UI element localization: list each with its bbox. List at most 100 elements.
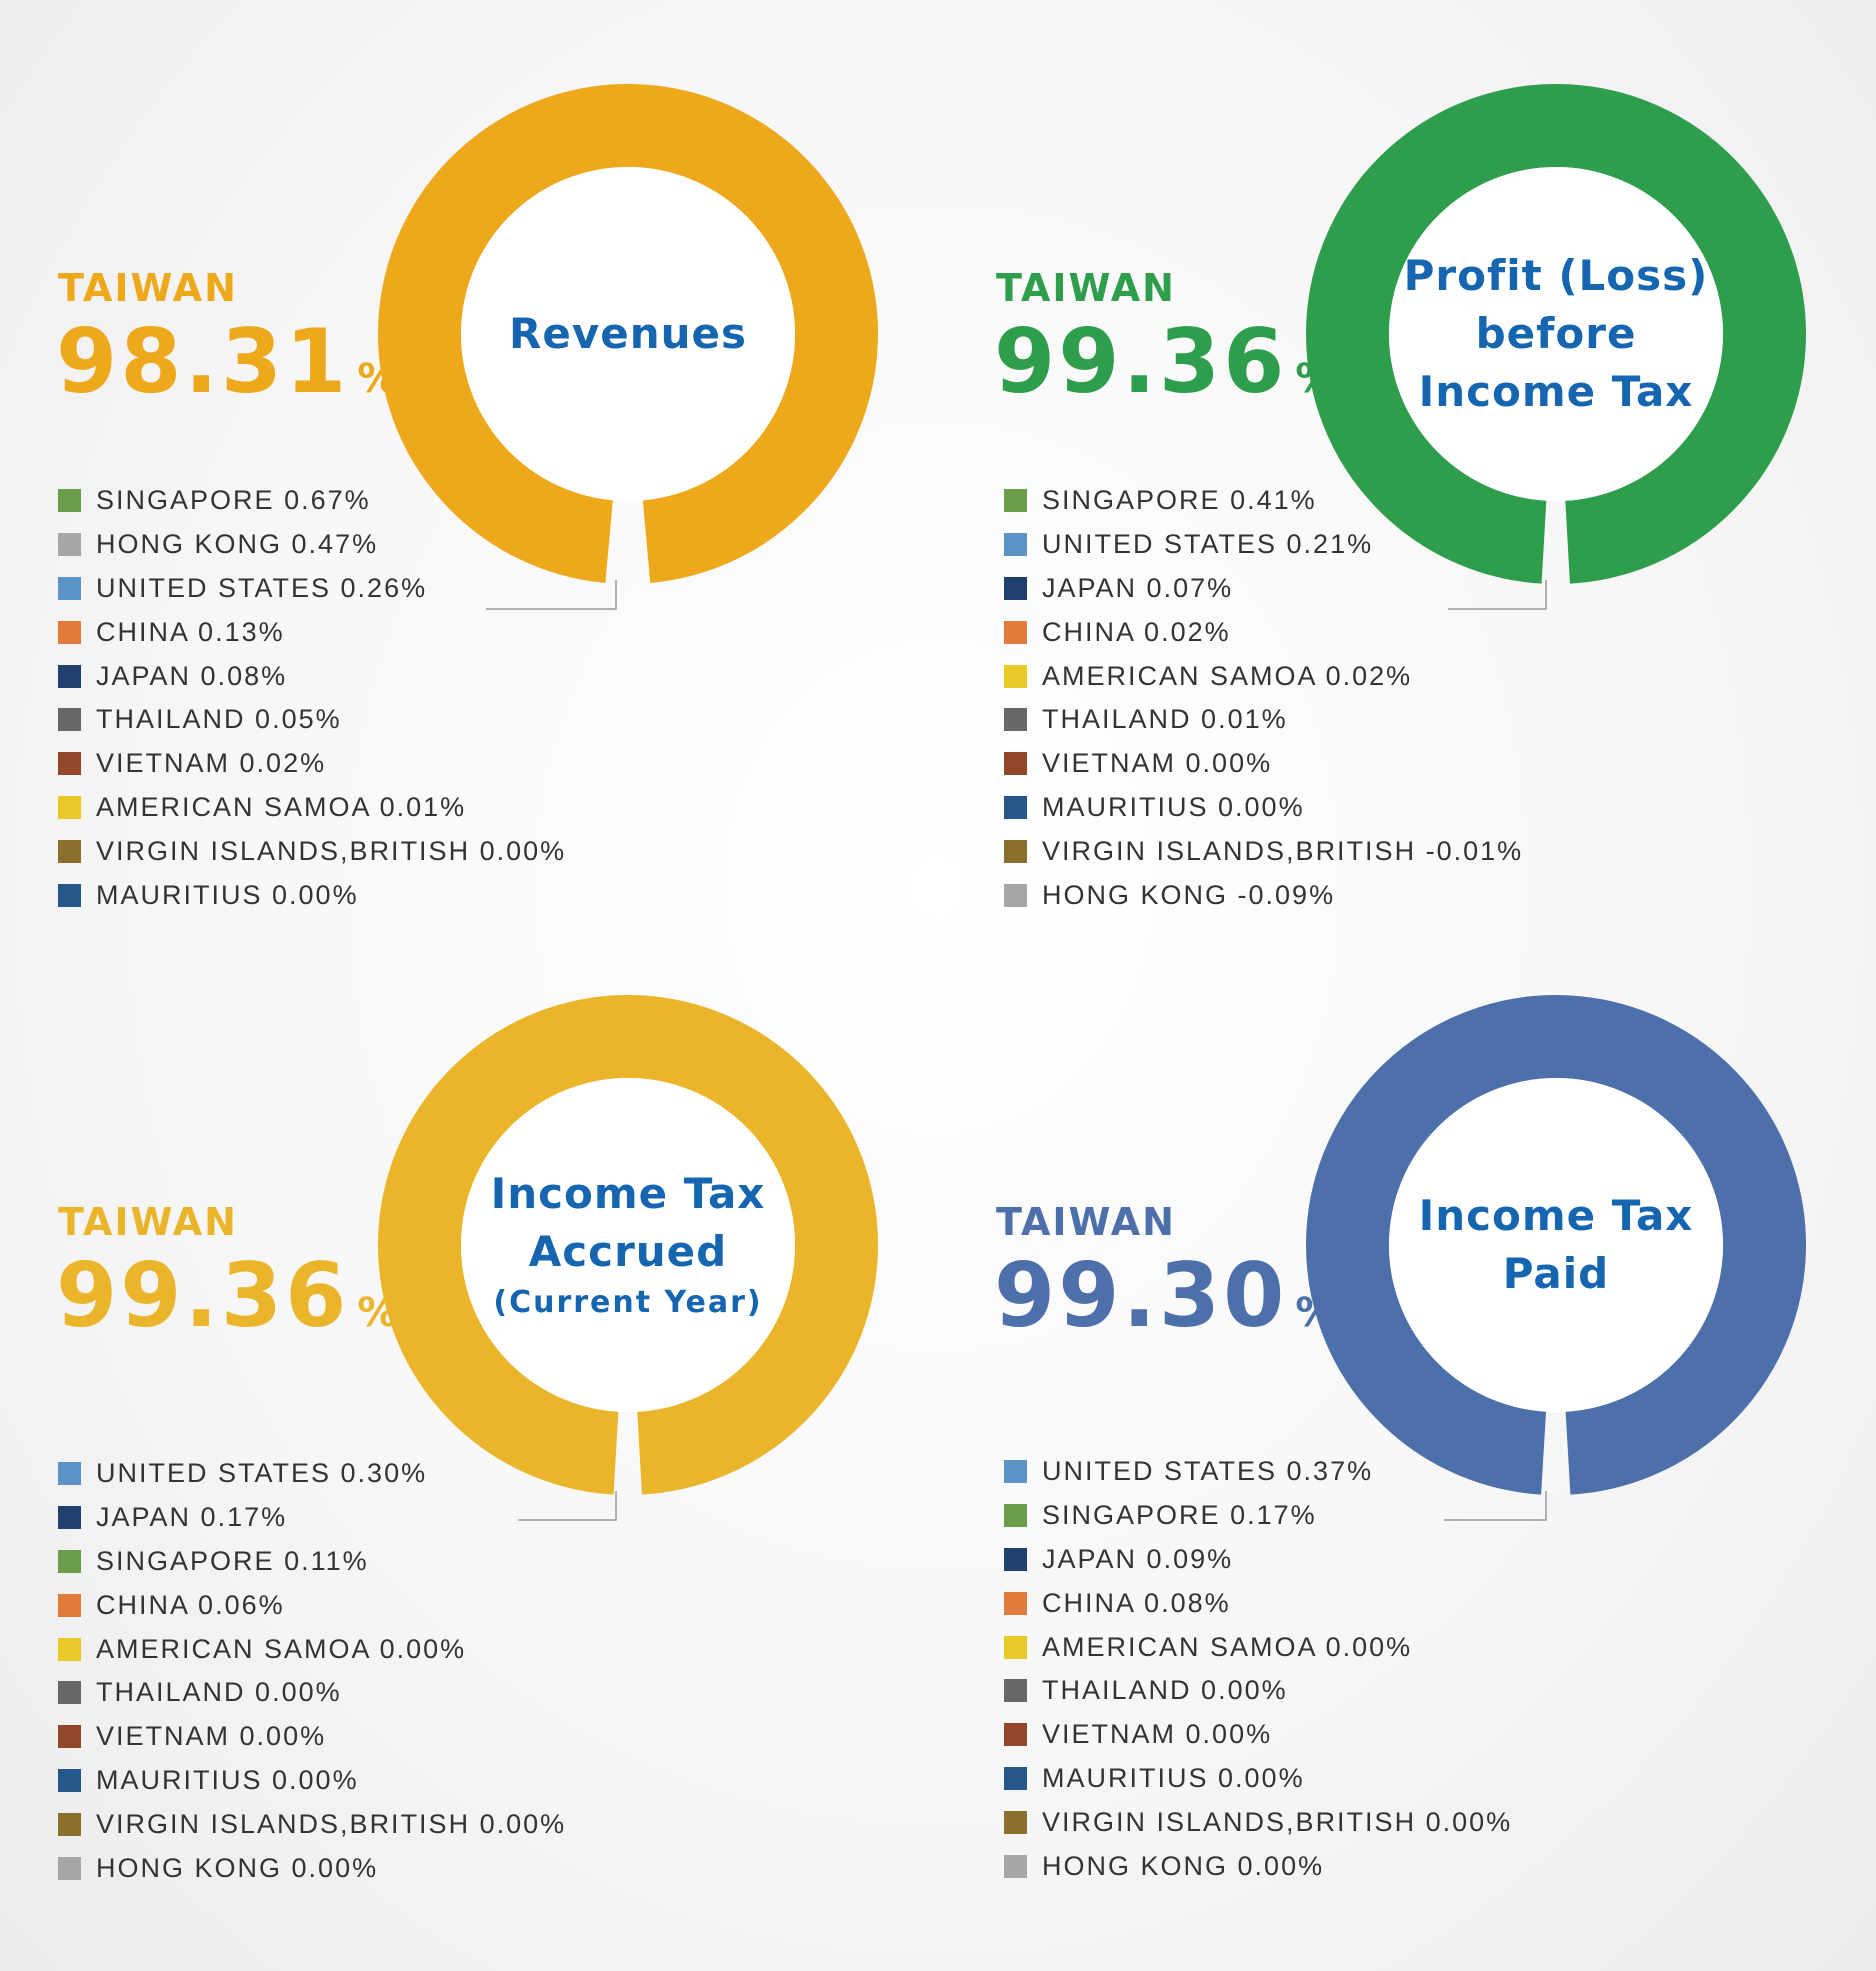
legend-label: VIRGIN ISLANDS,BRITISH 0.00%	[96, 1809, 566, 1840]
legend-swatch	[58, 795, 81, 819]
donut-chart	[378, 84, 878, 610]
legend-value: 0.17%	[200, 1502, 288, 1533]
legend-value: 0.02%	[1325, 660, 1413, 691]
donut-center	[1389, 1078, 1723, 1412]
legend-value: 0.00%	[379, 1633, 467, 1664]
legend-country: UNITED STATES	[1042, 1456, 1278, 1487]
legend: UNITED STATES 0.30% JAPAN 0.17% SINGAPORE …	[58, 1452, 566, 1890]
legend-item-mauritius: MAURITIUS 0.00%	[58, 1759, 566, 1803]
legend-item-united-states: UNITED STATES 0.30%	[58, 1452, 566, 1496]
primary-unit: %	[1295, 1290, 1336, 1336]
legend-item-vietnam: VIETNAM 0.00%	[1004, 742, 1523, 786]
legend-label: JAPAN 0.07%	[1042, 573, 1233, 604]
legend-value: 0.13%	[198, 616, 285, 647]
legend-swatch	[1004, 1547, 1027, 1571]
legend-value: 0.00%	[1218, 791, 1305, 822]
legend-label: CHINA 0.08%	[1042, 1588, 1231, 1619]
legend-swatch	[58, 1549, 81, 1573]
legend-country: VIRGIN ISLANDS,BRITISH	[1042, 1806, 1417, 1837]
legend-label: SINGAPORE 0.17%	[1042, 1500, 1317, 1531]
legend-value: 0.00%	[1185, 748, 1273, 779]
legend-label: UNITED STATES 0.37%	[1042, 1456, 1373, 1487]
chart-panel-profit-loss-before-income-tax: Profit (Loss) before Income Tax TAIWAN 99.36…	[938, 0, 1876, 930]
legend-swatch	[58, 620, 81, 644]
legend-swatch	[58, 1506, 81, 1530]
legend-swatch	[1004, 576, 1027, 600]
legend-label: VIETNAM 0.00%	[96, 1721, 326, 1752]
legend-label: SINGAPORE 0.41%	[1042, 485, 1317, 516]
legend-swatch	[58, 839, 81, 863]
leader-line	[1448, 580, 1547, 610]
legend-item-japan: JAPAN 0.17%	[58, 1496, 566, 1540]
legend-item-japan: JAPAN 0.09%	[1004, 1538, 1512, 1582]
legend-country: JAPAN	[1042, 1543, 1138, 1574]
legend-value: 0.67%	[284, 485, 371, 516]
legend-country: AMERICAN SAMOA	[96, 791, 371, 822]
legend-swatch	[1004, 1504, 1027, 1528]
legend-label: VIETNAM 0.02%	[96, 748, 326, 779]
legend-swatch	[1004, 1460, 1027, 1484]
donut-chart	[1306, 83, 1806, 610]
legend-swatch	[1004, 708, 1027, 732]
legend-country: SINGAPORE	[1042, 485, 1221, 516]
legend-value: 0.01%	[379, 791, 467, 822]
legend-item-vietnam: VIETNAM 0.02%	[58, 742, 566, 786]
legend-country: VIRGIN ISLANDS,BRITISH	[1042, 835, 1417, 866]
legend-value: 0.00%	[1237, 1850, 1325, 1881]
legend-swatch	[58, 489, 81, 513]
chart-title: Revenues	[461, 167, 795, 501]
chart-title-line: Income Tax	[1418, 367, 1694, 416]
primary-country-label: TAIWAN	[58, 266, 238, 310]
legend-swatch	[58, 533, 81, 557]
legend-label: JAPAN 0.17%	[96, 1502, 287, 1533]
legend-label: VIETNAM 0.00%	[1042, 1719, 1272, 1750]
legend-country: HONG KONG	[96, 529, 283, 560]
legend-swatch	[1004, 839, 1027, 863]
legend-item-virgin-islands-british: VIRGIN ISLANDS,BRITISH 0.00%	[58, 1802, 566, 1846]
legend-label: MAURITIUS 0.00%	[96, 1765, 359, 1796]
legend-item-vietnam: VIETNAM 0.00%	[58, 1715, 566, 1759]
legend-item-american-samoa: AMERICAN SAMOA 0.02%	[1004, 654, 1523, 698]
legend-value: 0.00%	[479, 835, 567, 866]
chart-title-line: Profit (Loss)	[1403, 251, 1709, 300]
legend-label: VIRGIN ISLANDS,BRITISH 0.00%	[1042, 1807, 1512, 1838]
legend-country: MAURITIUS	[96, 879, 263, 910]
legend-country: THAILAND	[1042, 1675, 1192, 1706]
primary-value: 98.31	[56, 310, 350, 413]
legend-value: 0.00%	[1425, 1806, 1513, 1837]
legend-item-singapore: SINGAPORE 0.67%	[58, 479, 566, 523]
legend-value: 0.00%	[291, 1852, 379, 1883]
legend-swatch	[58, 1462, 81, 1486]
legend-country: JAPAN	[1042, 572, 1138, 603]
legend-country: THAILAND	[96, 704, 246, 735]
chart-panel-revenues: Revenues TAIWAN 98.31% SINGAPORE 0.67% HONG …	[0, 0, 938, 930]
legend-value: -0.09%	[1237, 879, 1336, 910]
legend-label: VIETNAM 0.00%	[1042, 748, 1272, 779]
legend-swatch	[1004, 533, 1027, 557]
chart-title: Income Tax Paid	[1389, 1078, 1723, 1412]
legend-item-hong-kong: HONG KONG -0.09%	[1004, 873, 1523, 917]
legend-swatch	[1004, 1591, 1027, 1615]
chart-title-line: before	[1475, 309, 1637, 358]
legend-label: AMERICAN SAMOA 0.00%	[96, 1634, 466, 1665]
chart-panel-income-tax-paid: Income Tax Paid TAIWAN 99.30% UNITED STATES …	[938, 930, 1876, 1881]
legend-swatch	[1004, 1635, 1027, 1659]
legend-label: UNITED STATES 0.21%	[1042, 529, 1373, 560]
donut-chart	[1306, 995, 1806, 1521]
legend-value: 0.21%	[1286, 529, 1374, 560]
legend-label: HONG KONG -0.09%	[1042, 880, 1335, 911]
legend-value: 0.02%	[239, 748, 327, 779]
chart-title-line: Paid	[1502, 1249, 1610, 1298]
legend-value: 0.11%	[284, 1545, 369, 1576]
legend-item-american-samoa: AMERICAN SAMOA 0.00%	[1004, 1625, 1512, 1669]
legend: SINGAPORE 0.67% HONG KONG 0.47% UNITED STA…	[58, 479, 566, 917]
legend-label: AMERICAN SAMOA 0.02%	[1042, 661, 1412, 692]
legend-swatch	[1004, 752, 1027, 776]
legend-value: 0.17%	[1230, 1500, 1317, 1531]
legend-item-thailand: THAILAND 0.00%	[58, 1671, 566, 1715]
legend-item-thailand: THAILAND 0.01%	[1004, 698, 1523, 742]
legend-value: 0.00%	[272, 1764, 359, 1795]
legend-value: 0.00%	[1325, 1631, 1413, 1662]
legend-value: -0.01%	[1425, 835, 1524, 866]
legend-item-united-states: UNITED STATES 0.26%	[58, 567, 566, 611]
